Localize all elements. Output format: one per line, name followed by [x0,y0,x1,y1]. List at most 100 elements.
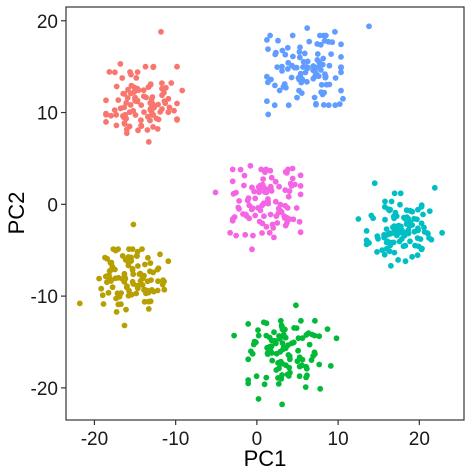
x-tick-label: -20 [81,429,108,450]
data-point [144,127,151,133]
data-point [123,284,130,291]
data-point [387,206,394,213]
data-point [418,246,425,253]
y-tick-label: 20 [37,12,58,33]
data-point [271,234,277,241]
data-point [297,229,304,236]
data-point [147,82,154,88]
data-point [412,242,418,249]
data-point [374,249,380,255]
data-point [375,235,381,242]
data-point [121,91,128,97]
data-point [165,109,172,116]
data-point [293,302,299,309]
data-point [274,220,281,226]
data-point [263,166,269,173]
data-point [133,252,140,259]
data-point [123,99,130,106]
data-point [311,349,318,356]
data-point [387,231,393,237]
data-point [313,100,319,107]
data-point [250,232,256,239]
data-point [263,223,270,230]
data-point [439,229,445,236]
data-point [396,230,402,236]
data-point [275,381,282,387]
data-point [121,104,128,111]
data-point [129,246,136,253]
data-point [279,47,286,54]
data-point [267,211,274,218]
data-point [277,208,284,215]
data-point [145,139,152,145]
data-point [123,115,130,122]
data-point [268,349,274,355]
data-point [285,352,292,358]
data-point [296,373,303,380]
data-point [252,212,259,219]
data-point [138,122,145,129]
data-point [283,84,289,91]
data-point [308,357,315,363]
data-point [407,238,413,245]
data-point [414,216,420,223]
data-point [286,188,293,195]
data-point [241,182,247,189]
data-point [371,180,378,187]
data-point [338,64,344,71]
data-point [154,266,161,273]
data-point [119,75,126,81]
data-point [136,271,143,277]
data-point [366,23,372,30]
data-point [316,361,323,368]
data-point [277,317,284,324]
data-point [320,55,327,62]
data-point [322,74,329,81]
data-point [96,275,102,282]
data-point [139,246,145,253]
data-point [316,62,323,69]
data-point [295,347,301,354]
data-point [113,122,120,129]
data-point [137,278,144,284]
data-point [263,374,270,381]
data-point [142,261,148,268]
data-point [257,207,264,214]
data-point [159,106,165,112]
data-point [147,100,154,106]
plot-panel-border [65,6,465,421]
data-point [242,231,249,238]
data-point [290,53,296,60]
data-point [274,64,281,70]
data-point [297,70,304,77]
data-point [271,329,277,336]
data-point [127,102,134,108]
data-point [321,89,328,96]
data-point [111,107,118,113]
data-point [128,71,134,78]
data-point [282,326,288,333]
data-point [119,253,126,259]
data-point [229,217,236,224]
data-point [333,335,340,342]
data-point [338,54,344,60]
data-point [159,281,166,288]
data-point [249,350,256,357]
data-point [297,191,304,198]
data-point [275,37,281,44]
data-point [332,28,338,35]
data-point [299,335,306,341]
data-point [314,57,321,63]
data-point [140,87,147,94]
data-point [245,321,252,327]
data-point [112,69,118,76]
data-point [145,113,151,120]
data-point [282,202,289,209]
x-tick-label: 20 [409,429,430,450]
data-point [281,215,288,221]
y-axis-title: PC2 [4,192,29,235]
data-point [141,109,147,115]
data-point [276,87,283,94]
data-point [260,176,266,183]
data-point [289,165,296,172]
